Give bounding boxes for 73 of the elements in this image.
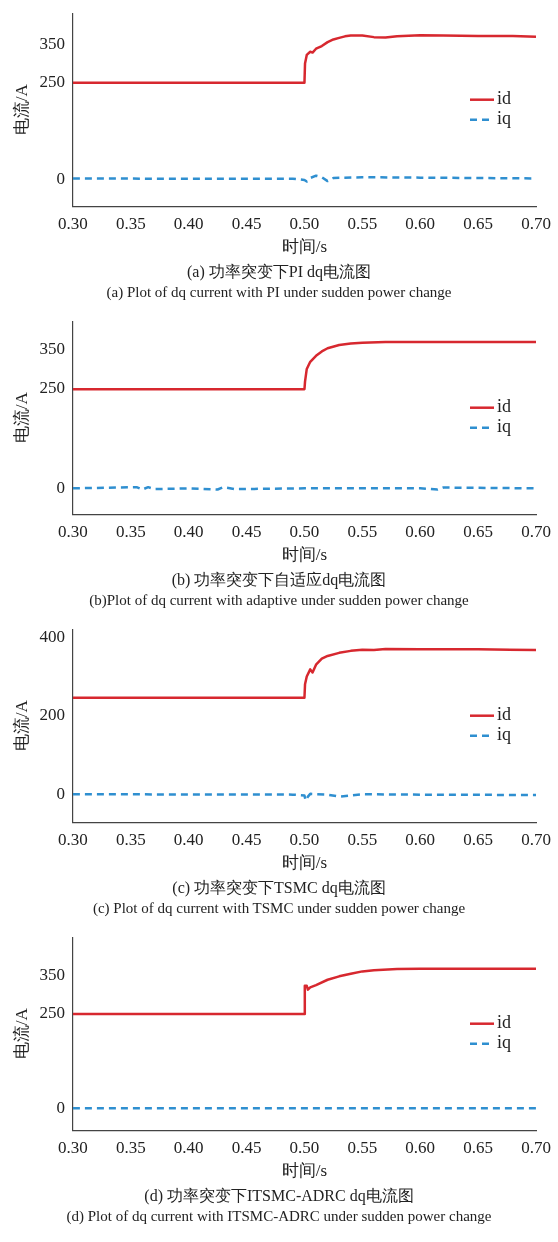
x-tick-label: 0.55 [347,1137,378,1157]
text: (b)Plot of dq current with adaptive under sudden power change [88,591,470,610]
x-tick-label: 0.65 [463,829,493,849]
x-tick-label: 0.70 [521,1137,551,1157]
x-tick-label: 0.70 [521,213,551,233]
x-axis-title: 时间/s [281,1161,328,1181]
legend-label: iq [497,416,512,437]
legend-label: id [497,704,512,725]
y-tick-label: 0 [56,1097,65,1117]
x-tick-label: 0.30 [58,521,88,541]
legend-label: id [497,1012,512,1033]
text: (a) Plot of dq current with PI under sudden power change [105,283,453,302]
x-tick-label: 0.60 [405,213,436,233]
y-tick-label: 400 [39,626,65,646]
x-tick-label: 0.70 [521,521,551,541]
x-tick-label: 0.35 [115,829,146,849]
text: (b) 功率突变下自适应dq电流图 [170,570,388,590]
y-tick-label: 250 [39,72,65,92]
y-axis-title: 电流/A [11,83,31,136]
x-tick-label: 0.50 [289,829,320,849]
text: (a) 功率突变下PI dq电流图 [186,262,372,282]
y-tick-label: 0 [56,784,65,804]
x-tick-label: 0.45 [231,829,262,849]
x-tick-label: 0.35 [115,521,146,541]
x-tick-label: 0.55 [347,829,378,849]
x-tick-label: 0.35 [115,1137,146,1157]
x-tick-label: 0.50 [289,1137,320,1157]
x-tick-label: 0.30 [58,1137,88,1157]
x-tick-label: 0.40 [173,829,204,849]
text: (d) 功率突变下ITSMC-ADRC dq电流图 [143,1186,415,1206]
x-tick-label: 0.40 [173,1137,204,1157]
line-series [72,792,536,802]
x-tick-label: 0.70 [521,829,551,849]
y-tick-label: 250 [39,1002,65,1022]
x-axis-title: 时间/s [281,237,328,257]
x-axis-title: 时间/s [281,545,328,565]
y-axis-title: 电流/A [11,1007,31,1060]
x-tick-label: 0.40 [173,213,204,233]
y-tick-label: 350 [39,338,65,358]
x-tick-label: 0.50 [289,521,320,541]
y-tick-label: 350 [39,33,65,53]
x-tick-label: 0.40 [173,521,204,541]
x-tick-label: 0.65 [463,1137,493,1157]
text: (c) 功率突变下TSMC dq电流图 [171,878,387,898]
x-tick-label: 0.65 [463,213,493,233]
x-tick-label: 0.30 [58,829,88,849]
x-tick-label: 0.35 [115,213,146,233]
x-tick-label: 0.55 [347,213,378,233]
text: (c) Plot of dq current with TSMC under sudden power change [91,899,467,918]
x-tick-label: 0.60 [405,1137,436,1157]
x-tick-label: 0.60 [405,829,436,849]
x-tick-label: 0.30 [58,213,88,233]
legend-label: iq [497,1032,512,1053]
x-axis-title: 时间/s [281,853,328,873]
legend-label: id [497,88,512,109]
legend-label: iq [497,108,512,129]
y-tick-label: 350 [39,964,65,984]
y-tick-label: 0 [56,477,65,497]
legend-label: iq [497,724,512,745]
y-tick-label: 200 [39,705,65,725]
y-axis-title: 电流/A [11,699,31,752]
x-tick-label: 0.45 [231,521,262,541]
y-axis-title: 电流/A [11,391,31,444]
y-tick-label: 250 [39,378,65,398]
x-tick-label: 0.45 [231,1137,262,1157]
x-tick-label: 0.50 [289,213,320,233]
y-tick-label: 0 [56,168,65,188]
x-tick-label: 0.55 [347,521,378,541]
text: (d) Plot of dq current with ITSMC-ADRC under sudden power change [65,1207,493,1226]
x-tick-label: 0.45 [231,213,262,233]
x-tick-label: 0.65 [463,521,493,541]
legend-label: id [497,396,512,417]
x-tick-label: 0.60 [405,521,436,541]
